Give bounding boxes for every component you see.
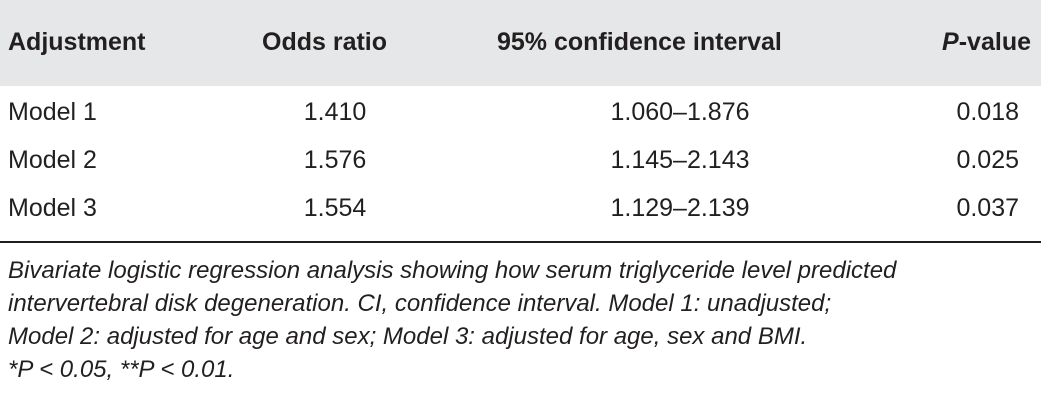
caption-line-4: *P < 0.05, **P < 0.01. [8, 356, 235, 383]
header-confidence-interval: 95% confidence interval [497, 28, 782, 56]
header-p-italic: P [942, 28, 959, 56]
header-p-value: P-value [942, 27, 1031, 57]
row-2-p-value: 0.025 [956, 146, 1019, 174]
table-caption: Bivariate logistic regression analysis s… [8, 254, 1033, 386]
row-1-p-value: 0.018 [956, 98, 1019, 126]
row-3-p-value: 0.037 [956, 194, 1019, 222]
header-odds-ratio: Odds ratio [262, 28, 388, 56]
row-1-odds-ratio: 1.410 [303, 98, 367, 126]
row-2-ci: 1.145–2.143 [610, 146, 750, 174]
row-1-adjustment: Model 1 [8, 98, 97, 126]
caption-line-1: Bivariate logistic regression analysis s… [8, 257, 897, 284]
caption-line-3: Model 2: adjusted for age and sex; Model… [8, 323, 808, 350]
row-1-ci: 1.060–1.876 [610, 98, 750, 126]
row-3-adjustment: Model 3 [8, 194, 97, 222]
row-2-adjustment: Model 2 [8, 146, 97, 174]
row-3-odds-ratio: 1.554 [303, 194, 367, 222]
row-2-odds-ratio: 1.576 [303, 146, 367, 174]
header-p-rest: -value [958, 28, 1031, 56]
caption-line-2: intervertebral disk degeneration. CI, co… [8, 290, 832, 317]
table-header-band [0, 0, 1041, 86]
table-bottom-rule [0, 241, 1041, 243]
header-adjustment: Adjustment [8, 28, 146, 56]
row-3-ci: 1.129–2.139 [610, 194, 750, 222]
